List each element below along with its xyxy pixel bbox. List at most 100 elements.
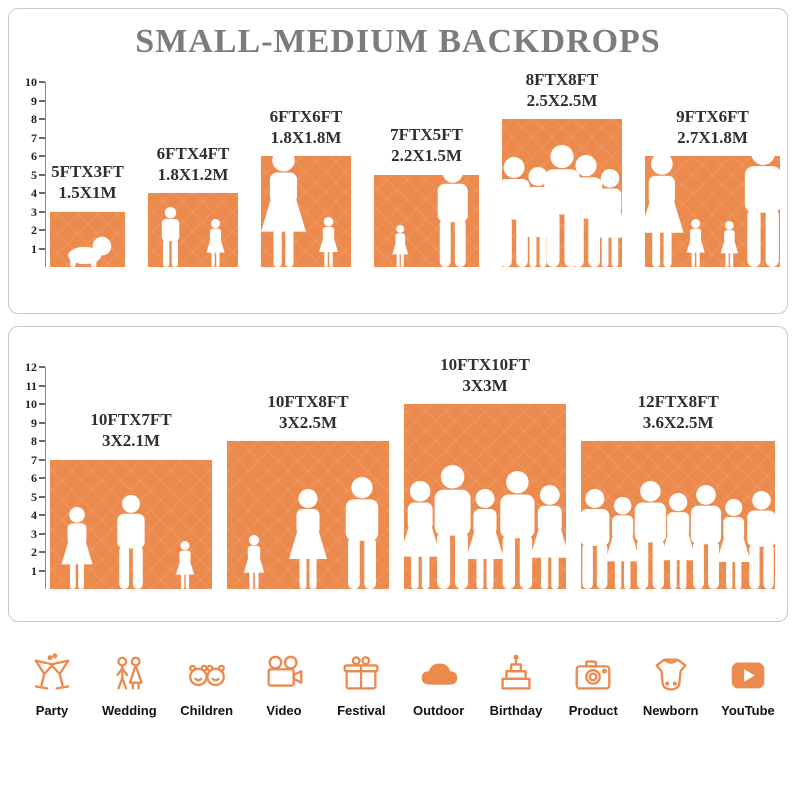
category-wedding: Wedding: [93, 652, 165, 718]
category-label: Wedding: [102, 703, 157, 718]
category-label: Party: [35, 703, 69, 718]
ruler-tick: 10: [25, 397, 45, 411]
size-feet: 10FTX7FT: [90, 410, 172, 429]
ruler-tick: 8: [31, 112, 45, 126]
ruler-tick: 7: [31, 131, 45, 145]
ruler-tick: 7: [31, 453, 45, 467]
size-meters: 3.6X2.5M: [642, 412, 714, 432]
size-meters: 1.5X1M: [58, 183, 117, 203]
backdrop-bar: 6FTX4FT 1.8X1.2M: [148, 143, 238, 267]
backdrop-size-label: 6FTX4FT 1.8X1.2M: [157, 143, 230, 186]
backdrop-swatch: [580, 441, 776, 589]
size-feet: 12FTX8FT: [637, 391, 719, 411]
backdrop-size-label: 5FTX3FT 1.5X1M: [51, 161, 124, 204]
ruler-tick: 2: [31, 545, 45, 559]
backdrop-swatch: [498, 119, 629, 267]
size-feet: 5FTX3FT: [51, 162, 124, 181]
ruler-axis: [45, 82, 46, 267]
size-meters: 2.7X1.8M: [677, 127, 748, 147]
bars-row: 5FTX3FT 1.5X1M 6FTX4FT 1.8X1.2M 6FTX6FT …: [50, 69, 782, 267]
wedding-icon: [106, 652, 152, 698]
category-label: Product: [568, 703, 618, 718]
category-party: Party: [16, 652, 88, 718]
ruler-tick: 5: [31, 168, 45, 182]
backdrop-size-label: 10FTX7FT 3X2.1M: [90, 409, 171, 452]
size-feet: 7FTX5FT: [390, 125, 463, 144]
backdrop-swatch: [640, 141, 782, 267]
size-meters: 3X2.1M: [101, 431, 161, 451]
backdrop-bar: 9FTX6FT 2.7X1.8M: [640, 106, 782, 267]
bars-row: 10FTX7FT 3X2.1M 10FTX8FT 3X2.5M 10FTX10F…: [50, 354, 776, 589]
backdrop-bar: 8FTX8FT 2.5X2.5M: [498, 69, 629, 267]
ruler-tick: 11: [26, 379, 45, 393]
ruler-tick: 4: [31, 186, 45, 200]
youtube-icon: [725, 652, 771, 698]
people-silhouettes: [261, 149, 338, 267]
backdrop-swatch: [399, 404, 570, 589]
ruler-tick: 9: [31, 416, 45, 430]
category-birthday: Birthday: [480, 652, 552, 718]
category-label: Festival: [337, 703, 386, 718]
ruler-tick: 12: [25, 360, 45, 374]
size-feet: 10FTX10FT: [440, 354, 530, 374]
category-youtube: YouTube: [712, 652, 784, 718]
ruler-tick: 6: [31, 149, 45, 163]
people-silhouettes: [498, 145, 629, 267]
backdrop-bar: 5FTX3FT 1.5X1M: [50, 161, 125, 267]
backdrop-panel-medium: 1 2 3 4 5 6 7 8 9 10 11 12 10FTX7FT 3X2.1M 10FTX8FT…: [8, 326, 788, 622]
ruler-scale: 1 2 3 4 5 6 7 8 9 10 11 12: [19, 357, 46, 589]
size-meters: 1.8X1.8M: [270, 127, 342, 147]
ruler-tick: 9: [31, 94, 45, 108]
ruler-tick: 6: [31, 471, 45, 485]
page-title: SMALL-MEDIUM BACKDROPS: [135, 23, 661, 60]
video-icon: [261, 652, 307, 698]
category-product: Product: [557, 652, 629, 718]
size-meters: 2.2X1.5M: [391, 146, 462, 166]
size-meters: 1.8X1.2M: [157, 164, 229, 184]
backdrop-size-label: 7FTX5FT 2.2X1.5M: [390, 124, 463, 167]
ruler-axis: [45, 367, 46, 589]
size-feet: 10FTX8FT: [267, 391, 349, 411]
backdrop-bar: 7FTX5FT 2.2X1.5M: [374, 124, 479, 267]
birthday-icon: [493, 652, 539, 698]
category-label: Birthday: [489, 703, 543, 718]
product-icon: [570, 652, 616, 698]
backdrop-swatch: [50, 211, 125, 267]
ruler-tick: 4: [31, 508, 45, 522]
category-outdoor: Outdoor: [403, 652, 475, 718]
festival-icon: [338, 652, 384, 698]
people-silhouettes: [243, 477, 379, 589]
ruler-scale: 1 2 3 4 5 6 7 8 9 10: [19, 72, 46, 267]
category-label: Video: [266, 703, 302, 718]
backdrop-swatch: [261, 149, 351, 267]
backdrop-swatch: [227, 441, 389, 589]
backdrop-size-label: 12FTX8FT 3.6X2.5M: [638, 391, 719, 434]
size-chart-small: 1 2 3 4 5 6 7 8 9 10 5FTX3FT 1.5X1M 6FTX4FT 1.8X1…: [19, 9, 782, 313]
category-festival: Festival: [325, 652, 397, 718]
category-label: Outdoor: [413, 703, 465, 718]
people-silhouettes: [61, 495, 195, 589]
size-feet: 9FTX6FT: [676, 106, 749, 126]
backdrop-size-label: 6FTX6FT 1.8X1.8M: [270, 106, 343, 149]
backdrop-panel-small: SMALL-MEDIUM BACKDROPS 1 2 3 4 5 6 7 8 9 10 5FTX3…: [8, 8, 788, 314]
category-label: Newborn: [642, 703, 699, 718]
people-silhouettes: [640, 141, 782, 267]
ruler-tick: 8: [31, 434, 45, 448]
ruler-tick: 5: [31, 490, 45, 504]
size-meters: 2.5X2.5M: [526, 90, 598, 110]
ruler-tick: 3: [31, 205, 45, 219]
people-silhouettes: [392, 163, 468, 267]
backdrop-swatch: [148, 193, 238, 267]
backdrop-size-label: 9FTX6FT 2.7X1.8M: [676, 106, 749, 149]
category-label: Children: [180, 703, 234, 718]
size-meters: 3X2.5M: [278, 412, 338, 432]
category-label: YouTube: [721, 703, 775, 718]
size-chart-medium: 1 2 3 4 5 6 7 8 9 10 11 12 10FTX7FT 3X2.1M 10FTX8FT…: [19, 327, 777, 621]
ruler-tick: 1: [31, 242, 45, 256]
size-feet: 8FTX8FT: [525, 69, 599, 89]
outdoor-icon: [416, 652, 462, 698]
backdrop-size-label: 8FTX8FT 2.5X2.5M: [526, 69, 599, 112]
backdrop-swatch: [50, 459, 212, 589]
ruler-tick: 2: [31, 223, 45, 237]
party-icon: [29, 652, 75, 698]
